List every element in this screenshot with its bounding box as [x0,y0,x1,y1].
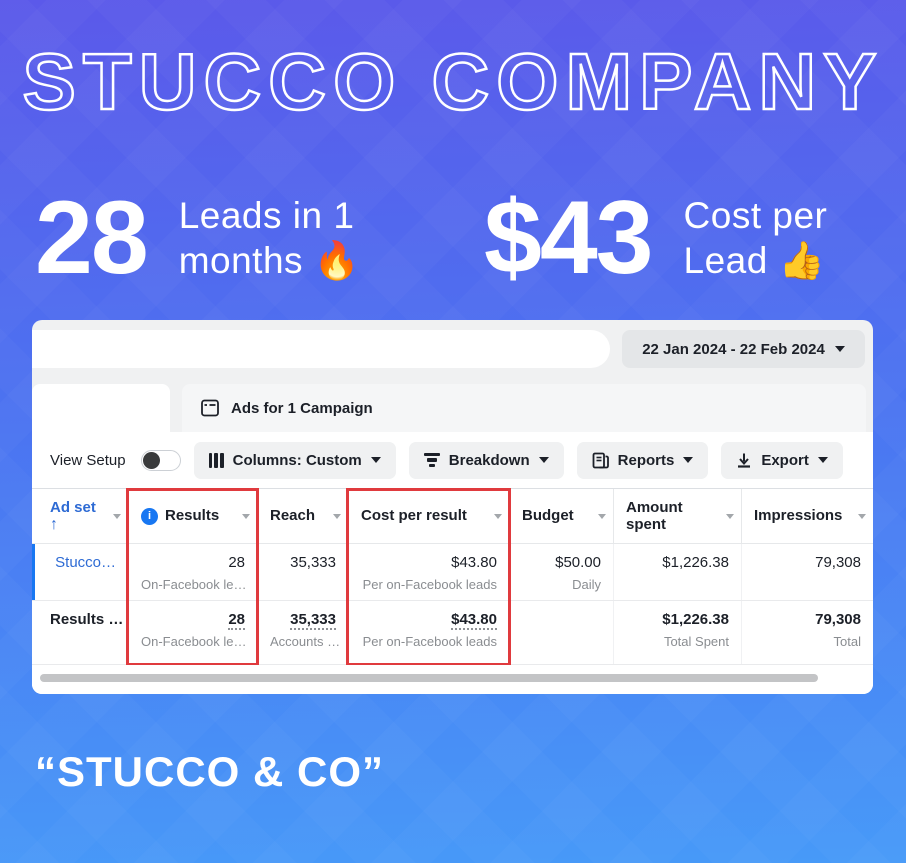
ads-manager-tabs: Ads for 1 Campaign [32,378,873,432]
caret-down-icon [538,457,549,463]
stat-leads-value: 28 [35,180,149,296]
table-row-ad-set: Stucco… 28 On-Facebook le… 35,333 $43.80… [32,544,873,601]
cell-totals-cost-per-result: $43.80 Per on-Facebook leads [348,601,509,664]
horizontal-scrollbar[interactable] [40,674,818,682]
cell-cost-per-result: $43.80 Per on-Facebook leads [348,544,509,600]
caret-down-icon[interactable] [598,514,606,519]
cell-ad-set-name: Stucco… [32,544,128,600]
cell-reach: 35,333 [257,544,348,600]
table-row-totals: Results … 28 On-Facebook le… 35,333 Acco… [32,601,873,665]
breakdown-button[interactable]: Breakdown [408,441,564,479]
info-icon[interactable]: i [141,507,158,525]
column-header-impressions[interactable]: Impressions [741,489,873,543]
cell-totals-amount-spent: $1,226.38 Total Spent [613,601,741,664]
tab-ads-for-campaign[interactable]: Ads for 1 Campaign [182,384,866,432]
caret-down-icon[interactable] [858,514,866,519]
cell-totals-budget [509,601,613,664]
reports-icon [592,452,609,468]
date-range-label: 22 Jan 2024 - 22 Feb 2024 [642,340,825,358]
ads-manager-topbar: 22 Jan 2024 - 22 Feb 2024 [32,320,873,378]
stat-leads: 28 Leads in 1 months 🔥 [35,186,360,290]
window-icon [201,399,219,417]
caret-down-icon [370,457,381,463]
ads-manager-content: View Setup Columns: Custom Breakdown [32,432,873,694]
cell-totals-results: 28 On-Facebook le… [128,601,257,664]
reports-button[interactable]: Reports [576,441,709,479]
caret-down-icon [683,457,694,463]
sort-ascending-icon: ↑ [50,515,58,533]
table-header-row: Ad set ↑ i Results Reach Cost per result [32,488,873,544]
client-name-quote: “STUCCO & CO” [35,748,384,795]
column-header-amount-spent[interactable]: Amount spent [613,489,741,543]
toggle-knob [142,451,160,469]
caret-down-icon [817,457,828,463]
stat-cpl-label: Cost per Lead 👍 [683,194,828,281]
export-button[interactable]: Export [721,441,843,479]
caret-down-icon[interactable] [726,514,734,519]
tab-ad-sets[interactable] [32,384,170,432]
column-header-cost-per-result[interactable]: Cost per result [348,489,509,543]
columns-button[interactable]: Columns: Custom [193,441,396,479]
columns-icon [208,452,224,468]
selected-row-indicator [32,544,35,600]
column-header-budget[interactable]: Budget [509,489,613,543]
tab-ads-label: Ads for 1 Campaign [231,399,373,417]
caret-down-icon[interactable] [113,514,121,519]
caret-down-icon[interactable] [333,514,341,519]
caret-down-icon[interactable] [242,514,250,519]
cell-results: 28 On-Facebook le… [128,544,257,600]
table-scroll-area [32,665,873,693]
ads-table: Ad set ↑ i Results Reach Cost per result [32,488,873,666]
search-input[interactable] [32,330,610,368]
ads-manager-screenshot: 22 Jan 2024 - 22 Feb 2024 Ads for 1 Camp… [32,320,873,694]
stat-cpl-value: $43 [484,180,654,296]
date-range-picker[interactable]: 22 Jan 2024 - 22 Feb 2024 [622,330,865,368]
cell-totals-impressions: 79,308 Total [741,601,873,664]
stat-cost-per-lead: $43 Cost per Lead 👍 [484,186,827,290]
view-setup-label: View Setup [50,451,126,469]
column-header-ad-set[interactable]: Ad set ↑ [32,489,128,543]
cell-totals-reach: 35,333 Accounts … [257,601,348,664]
column-header-reach[interactable]: Reach [257,489,348,543]
export-download-icon [738,453,751,468]
cell-budget: $50.00 Daily [509,544,613,600]
column-header-results[interactable]: i Results [128,489,257,543]
breakdown-icon [423,452,440,468]
stat-leads-label: Leads in 1 months 🔥 [178,194,361,281]
caret-down-icon[interactable] [494,514,502,519]
ads-manager-toolbar: View Setup Columns: Custom Breakdown [32,432,873,488]
view-setup-toggle[interactable] [140,449,181,471]
cell-impressions: 79,308 [741,544,873,600]
cell-amount-spent: $1,226.38 [613,544,741,600]
ad-set-link[interactable]: Stucco… [55,554,116,571]
cell-totals-label: Results … [50,611,124,628]
caret-down-icon [834,346,845,352]
page-title: STUCCO COMPANY [21,36,884,128]
